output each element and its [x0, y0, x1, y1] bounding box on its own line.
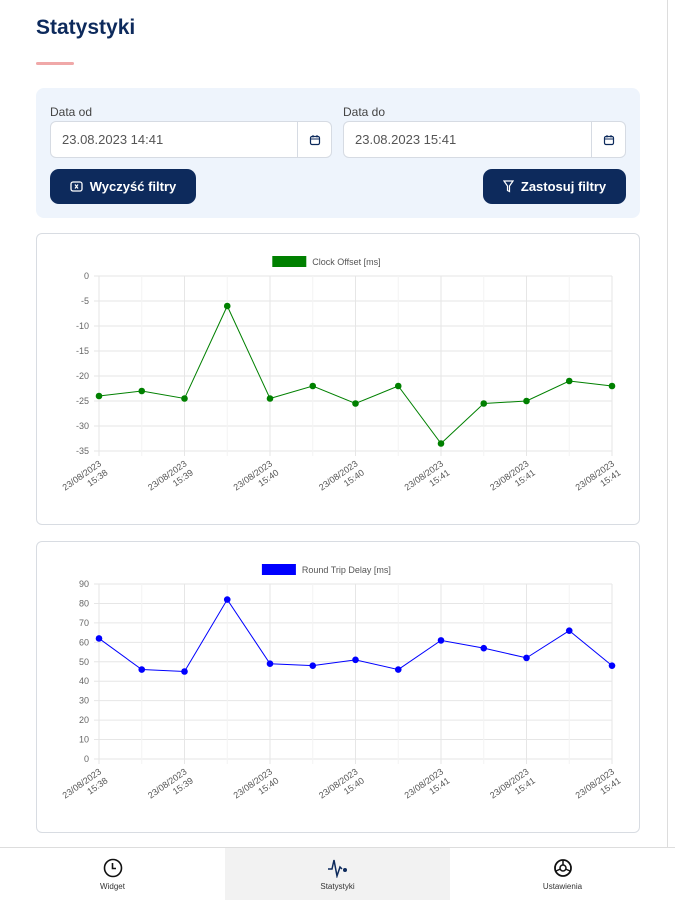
date-from-value[interactable]: 23.08.2023 14:41	[62, 132, 164, 147]
data-point	[95, 392, 103, 400]
data-point	[523, 397, 530, 405]
x-tick-label: 23/08/202315:41	[488, 766, 537, 809]
x-tick-label: 23/08/202315:40	[232, 766, 281, 809]
data-point	[394, 382, 402, 390]
y-tick-label: -5	[81, 296, 89, 306]
data-point	[480, 644, 488, 652]
settings-icon	[553, 858, 572, 877]
data-point	[437, 637, 445, 644]
x-tick-label: 23/08/202315:41	[574, 458, 623, 501]
data-point	[480, 400, 488, 407]
title-underline	[36, 62, 74, 65]
y-tick-label: 20	[79, 715, 89, 725]
data-point	[266, 660, 274, 668]
data-point	[309, 662, 317, 669]
calendar-icon[interactable]	[591, 122, 625, 157]
data-point	[565, 377, 573, 385]
legend-swatch	[261, 564, 296, 575]
y-tick-label: 40	[79, 676, 89, 686]
pulse-icon	[327, 859, 347, 878]
x-tick-label: 23/08/202315:41	[488, 458, 537, 501]
data-point	[266, 395, 274, 402]
bottom-nav: Widget Statystyki Ustawienia	[0, 847, 675, 900]
y-tick-label: 10	[79, 735, 89, 745]
apply-filters-button[interactable]: Zastosuj filtry	[483, 169, 626, 204]
round-trip-delay-chart: Round Trip Delay [ms] 90 80 70 60 50 40 30 20 10 0…	[36, 541, 640, 833]
x-tick-label: 23/08/202315:39	[146, 458, 195, 501]
x-tick-label: 23/08/202315:41	[403, 766, 452, 809]
y-tick-label: -15	[76, 346, 89, 356]
y-tick-label: -25	[76, 396, 89, 406]
clock-offset-chart: Clock Offset [ms] 0 -5 -10 -15 -20 -25 -30 -35 23…	[36, 233, 640, 525]
data-point	[565, 627, 573, 634]
data-point	[608, 382, 616, 390]
y-tick-label: -10	[76, 321, 89, 331]
data-point	[181, 395, 188, 402]
x-tick-label: 23/08/202315:38	[61, 458, 110, 501]
legend-label: Round Trip Delay [ms]	[302, 565, 391, 575]
date-from-field[interactable]: 23.08.2023 14:41	[50, 121, 332, 158]
data-point	[95, 635, 103, 642]
nav-item-statystyki[interactable]: Statystyki	[225, 848, 450, 900]
data-point	[138, 666, 146, 673]
y-tick-label: -30	[76, 421, 89, 431]
data-point	[352, 400, 359, 407]
x-tick-label: 23/08/202315:38	[61, 766, 110, 809]
y-tick-label: -20	[76, 371, 89, 381]
legend-label: Clock Offset [ms]	[312, 257, 380, 267]
nav-item-ustawienia[interactable]: Ustawienia	[450, 848, 675, 900]
clear-filters-button[interactable]: Wyczyść filtry	[50, 169, 196, 204]
page-title: Statystyki	[36, 16, 136, 39]
data-point	[223, 302, 231, 310]
data-point	[309, 382, 317, 390]
data-point	[138, 387, 146, 395]
x-tick-label: 23/08/202315:39	[146, 766, 195, 809]
clock-icon	[103, 858, 122, 877]
y-tick-label: -35	[76, 446, 89, 456]
y-tick-label: 0	[84, 754, 89, 764]
y-tick-label: 30	[79, 696, 89, 706]
data-point	[394, 666, 402, 673]
data-point	[608, 662, 616, 669]
filters-panel: Data od 23.08.2023 14:41 Data do 23.08.2…	[36, 88, 640, 218]
data-point	[523, 654, 530, 662]
legend-swatch	[272, 256, 307, 267]
y-tick-label: 70	[79, 618, 89, 628]
date-from-label: Data od	[50, 105, 93, 119]
y-tick-label: 0	[84, 271, 89, 281]
x-tick-label: 23/08/202315:40	[317, 766, 366, 809]
date-to-field[interactable]: 23.08.2023 15:41	[343, 121, 626, 158]
x-tick-label: 23/08/202315:40	[317, 458, 366, 501]
x-tick-label: 23/08/202315:40	[232, 458, 281, 501]
x-tick-label: 23/08/202315:41	[574, 766, 623, 809]
y-tick-label: 90	[79, 579, 89, 589]
y-tick-label: 60	[79, 637, 89, 647]
scrollbar-edge	[667, 0, 668, 848]
y-tick-label: 80	[79, 598, 89, 608]
filter-icon	[502, 180, 514, 193]
data-point	[223, 596, 231, 603]
data-point	[352, 656, 359, 664]
calendar-icon[interactable]	[297, 122, 331, 157]
data-point	[437, 440, 445, 447]
date-to-label: Data do	[343, 105, 386, 119]
date-to-value[interactable]: 23.08.2023 15:41	[355, 132, 457, 147]
x-tick-label: 23/08/202315:41	[403, 458, 452, 501]
clear-icon	[70, 181, 83, 192]
y-tick-label: 50	[79, 657, 89, 667]
nav-item-widget[interactable]: Widget	[0, 848, 225, 900]
data-point	[181, 668, 188, 675]
